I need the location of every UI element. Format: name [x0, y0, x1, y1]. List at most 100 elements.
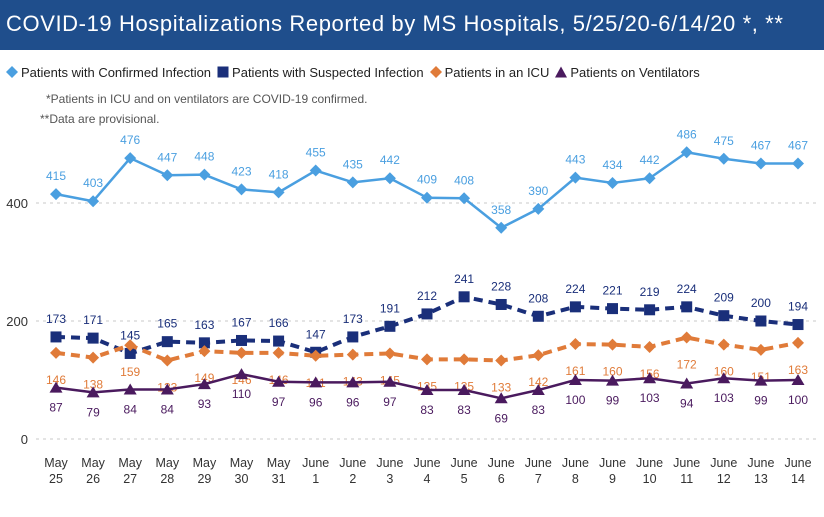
data-point — [458, 291, 470, 303]
y-tick-label: 400 — [6, 196, 28, 211]
data-label: 99 — [606, 394, 620, 408]
data-point — [569, 301, 581, 313]
data-label: 94 — [680, 397, 694, 411]
chart-title-bar: COVID-19 Hospitalizations Reported by MS… — [0, 0, 824, 50]
data-point — [680, 377, 694, 389]
data-label: 443 — [565, 153, 585, 167]
diamond-icon — [6, 66, 18, 78]
data-point — [87, 195, 100, 208]
data-point — [607, 303, 618, 315]
y-tick-label: 200 — [6, 314, 28, 329]
x-tick-label: 6 — [498, 472, 505, 486]
x-tick-label: 26 — [86, 472, 100, 486]
data-point — [458, 353, 471, 366]
data-point — [791, 374, 805, 385]
data-label: 100 — [788, 393, 808, 407]
x-tick-label: 29 — [197, 472, 211, 486]
x-tick-label: May — [44, 456, 68, 470]
data-point — [755, 315, 767, 327]
data-point — [49, 381, 63, 393]
x-tick-label: June — [451, 456, 478, 470]
data-label: 418 — [269, 167, 289, 181]
data-label: 173 — [343, 312, 363, 326]
data-label: 228 — [491, 279, 511, 293]
data-label: 138 — [83, 378, 103, 392]
footnote-provisional: **Data are provisional. — [40, 112, 160, 126]
data-label: 83 — [457, 403, 471, 417]
x-tick-label: June — [376, 456, 403, 470]
data-label: 159 — [120, 365, 140, 379]
data-point — [272, 346, 285, 359]
data-label: 79 — [86, 405, 100, 419]
data-point — [495, 298, 507, 310]
data-point — [272, 375, 286, 387]
x-tick-label: June — [636, 456, 663, 470]
data-label: 467 — [788, 138, 808, 152]
data-point — [532, 310, 544, 322]
data-point — [681, 301, 693, 313]
x-tick-label: 5 — [461, 472, 468, 486]
data-point — [421, 353, 433, 366]
data-point — [680, 146, 693, 159]
data-point — [198, 168, 211, 181]
data-point — [644, 304, 656, 316]
x-tick-label: 1 — [312, 472, 319, 486]
data-label: 435 — [343, 157, 363, 171]
data-point — [346, 376, 360, 388]
data-point — [197, 378, 211, 390]
series-line — [55, 294, 799, 356]
chart-title: COVID-19 Hospitalizations Reported by MS… — [6, 11, 784, 36]
data-point — [161, 169, 174, 182]
x-tick-label: June — [562, 456, 589, 470]
data-label: 83 — [420, 403, 434, 417]
data-point — [643, 340, 656, 353]
data-point — [309, 376, 323, 388]
data-point — [532, 349, 545, 362]
footnote-icu: *Patients in ICU and on ventilators are … — [46, 92, 368, 106]
data-label: 96 — [346, 395, 360, 409]
data-label: 103 — [714, 391, 734, 405]
data-point — [347, 331, 359, 343]
triangle-icon — [555, 66, 568, 78]
data-label: 93 — [198, 397, 212, 411]
data-label: 161 — [565, 364, 585, 378]
data-point — [309, 349, 322, 362]
x-tick-label: June — [413, 456, 440, 470]
x-tick-label: 3 — [386, 472, 393, 486]
square-icon — [217, 66, 229, 78]
data-label: 100 — [565, 393, 585, 407]
data-point — [50, 331, 62, 343]
x-tick-label: 9 — [609, 472, 616, 486]
data-label: 163 — [788, 363, 808, 377]
legend-label-confirmed: Patients with Confirmed Infection — [21, 64, 212, 80]
legend: Patients with Confirmed Infection Patien… — [6, 62, 706, 82]
data-point — [569, 338, 582, 351]
data-label: 212 — [417, 289, 437, 303]
data-point — [606, 374, 619, 386]
legend-item-confirmed: Patients with Confirmed Infection — [6, 65, 211, 80]
data-point — [532, 202, 545, 215]
data-label: 69 — [495, 411, 509, 425]
data-label: 166 — [269, 316, 289, 330]
data-label: 160 — [602, 365, 622, 379]
data-label: 224 — [677, 282, 697, 296]
data-label: 167 — [231, 315, 251, 329]
data-label: 409 — [417, 173, 437, 187]
data-label: 209 — [714, 291, 734, 305]
data-point — [494, 392, 508, 404]
data-point — [161, 336, 173, 348]
x-tick-label: May — [155, 456, 179, 470]
data-point — [569, 171, 582, 184]
x-tick-label: June — [747, 456, 774, 470]
data-point — [87, 332, 99, 344]
data-point — [383, 347, 396, 360]
data-point — [123, 383, 137, 395]
x-tick-label: June — [339, 456, 366, 470]
legend-item-ventilators: Patients on Ventilators — [555, 65, 700, 80]
data-label: 173 — [46, 312, 66, 326]
data-point — [235, 346, 248, 359]
x-tick-label: 28 — [160, 472, 174, 486]
x-tick-label: 25 — [49, 472, 63, 486]
data-label: 146 — [46, 373, 66, 387]
